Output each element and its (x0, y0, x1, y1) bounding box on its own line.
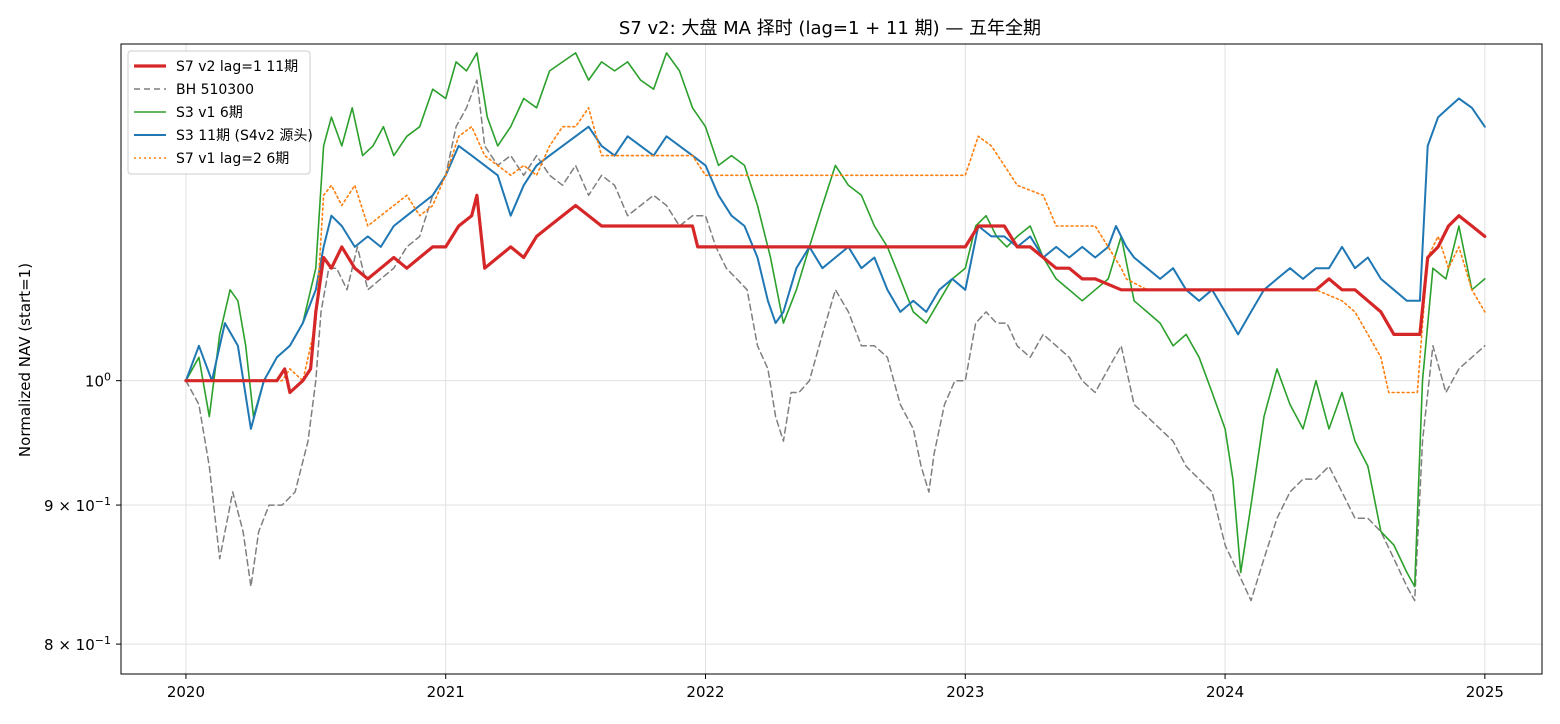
series-line (184, 97, 1486, 430)
x-tick-label: 2020 (167, 683, 205, 701)
y-tick-label: 100 (85, 370, 111, 391)
legend-box (127, 50, 311, 175)
legend-label: BH 510300 (176, 82, 254, 98)
y-tick-label: 8 × 10−1 (44, 634, 111, 655)
legend-label: S7 v1 lag=2 6期 (176, 151, 289, 167)
y-tick-label: 9 × 10−1 (44, 495, 111, 515)
legend: S7 v2 lag=1 11期 BH 510300 S3 v1 6期 S3 11期 (… (127, 50, 313, 175)
series-layer (184, 52, 1487, 602)
axis-layer: 2020 2021 2022 2023 2024 2025 100 9 × 10−1 8 × 1… (44, 370, 1504, 701)
plot-frame (120, 43, 1543, 675)
legend-label: S7 v2 lag=1 11期 (176, 59, 298, 75)
x-tick-label: 2025 (1466, 683, 1504, 701)
series-line (185, 52, 1486, 588)
legend-label: S3 11期 (S4v2 源头) (176, 128, 313, 144)
series-line (185, 79, 1486, 602)
y-axis-label: Normalized NAV (start=1) (16, 263, 34, 457)
x-tick-label: 2023 (946, 683, 984, 701)
x-tick-label: 2024 (1206, 683, 1244, 701)
series-line (185, 107, 1486, 394)
x-tick-label: 2022 (686, 683, 724, 701)
grid-layer (121, 44, 1542, 674)
series-line (184, 193, 1487, 395)
chart-title: S7 v2: 大盘 MA 择时 (lag=1 + 11 期) — 五年全期 (619, 18, 1041, 39)
legend-label: S3 v1 6期 (176, 105, 243, 121)
x-tick-label: 2021 (427, 683, 465, 701)
